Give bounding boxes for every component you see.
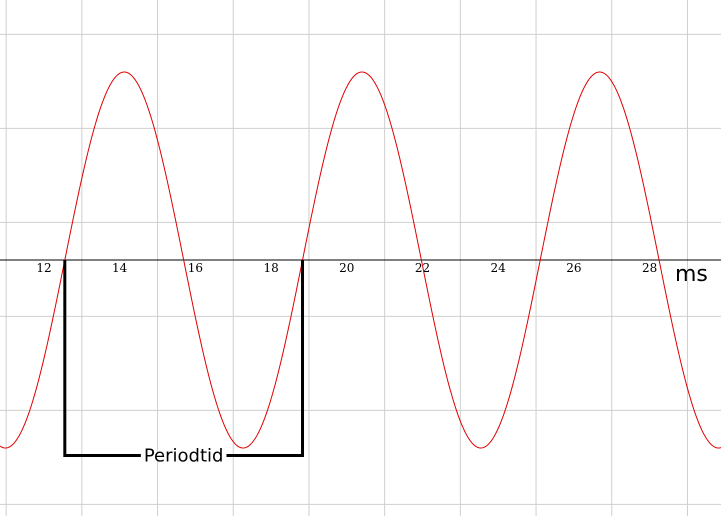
- x-tick-label: 14: [112, 261, 128, 275]
- period-label-background: [140, 451, 227, 460]
- x-tick-label: 20: [339, 261, 354, 275]
- x-tick-label: 28: [642, 261, 657, 275]
- x-tick-label: 26: [566, 261, 581, 275]
- period-bracket: [63, 260, 305, 458]
- x-tick-label: 24: [491, 261, 507, 275]
- x-tick-labels: 12 14 16 18 20 22 24 26 28: [36, 261, 657, 275]
- sine-wave-line: [0, 71, 721, 449]
- x-axis-unit-label: ms: [675, 262, 708, 287]
- x-tick-label: 16: [188, 261, 203, 275]
- period-label: Periodtid: [144, 446, 224, 467]
- x-tick-label: 12: [36, 261, 51, 275]
- x-tick-label: 18: [263, 261, 278, 275]
